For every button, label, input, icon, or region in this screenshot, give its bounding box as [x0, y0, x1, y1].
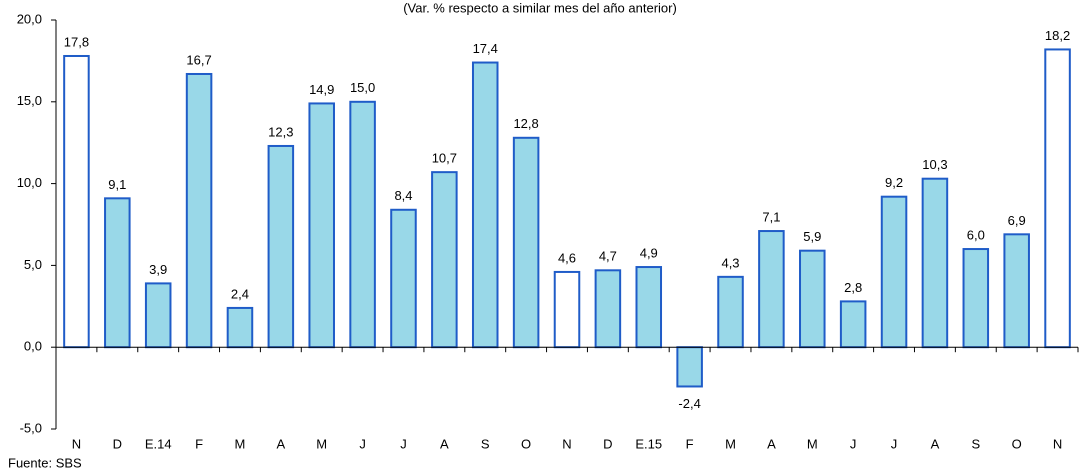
x-tick-label: M: [807, 436, 818, 451]
bar: [921, 177, 949, 349]
x-tick-label: J: [850, 436, 857, 451]
bar: [880, 195, 908, 349]
chart-subtitle: (Var. % respecto a similar mes del año a…: [403, 0, 677, 15]
bar: [799, 249, 826, 349]
value-label: 10,3: [922, 157, 947, 172]
value-label: 7,1: [762, 209, 780, 224]
x-tick-label: E.14: [145, 436, 172, 451]
x-tick-label: M: [235, 436, 246, 451]
bar: [717, 275, 744, 349]
value-label: 18,2: [1045, 28, 1070, 43]
bar: [839, 300, 867, 349]
x-tick-label: E.15: [635, 436, 662, 451]
bar: [390, 208, 417, 349]
bar: [104, 197, 131, 349]
bar: [308, 102, 335, 349]
y-tick-label: 0,0: [24, 339, 42, 354]
x-tick-label: O: [521, 436, 531, 451]
bar: [553, 270, 581, 349]
value-label: 2,4: [231, 286, 249, 301]
value-label: 6,0: [967, 227, 985, 242]
footnote: Fuente: SBS: [8, 455, 82, 470]
value-label: 12,8: [513, 116, 538, 131]
bar: [226, 306, 254, 349]
bar: [1003, 233, 1030, 349]
value-label: 17,4: [473, 41, 498, 56]
y-tick-label: 20,0: [17, 11, 42, 26]
value-label: 16,7: [186, 52, 211, 67]
x-tick-label: O: [1012, 436, 1022, 451]
bar: [962, 248, 990, 349]
bar: [431, 171, 458, 349]
bar: [676, 346, 703, 388]
x-tick-label: N: [562, 436, 571, 451]
value-label: 2,8: [844, 280, 862, 295]
value-label: -2,4: [678, 396, 700, 411]
value-label: 14,9: [309, 82, 334, 97]
x-tick-label: J: [400, 436, 407, 451]
x-tick-label: F: [686, 436, 694, 451]
bar: [594, 269, 622, 349]
bar: [185, 72, 213, 349]
bar: [635, 266, 663, 349]
value-label: 4,7: [599, 249, 617, 264]
bar: [512, 136, 540, 349]
x-tick-label: N: [1053, 436, 1062, 451]
y-tick-label: 15,0: [17, 93, 42, 108]
value-label: 10,7: [432, 151, 457, 166]
x-tick-label: S: [971, 436, 980, 451]
y-tick-label: 10,0: [17, 175, 42, 190]
bar: [758, 230, 785, 349]
value-label: 3,9: [149, 262, 167, 277]
value-label: 4,6: [558, 250, 576, 265]
value-label: 4,3: [721, 255, 739, 270]
x-tick-label: D: [113, 436, 122, 451]
x-tick-label: M: [316, 436, 327, 451]
value-label: 15,0: [350, 80, 375, 95]
y-tick-label: -5,0: [20, 420, 42, 435]
bar: [1044, 48, 1071, 349]
bar: [63, 54, 90, 349]
value-label: 5,9: [803, 229, 821, 244]
x-tick-label: M: [725, 436, 736, 451]
x-tick-label: A: [277, 436, 286, 451]
value-label: 9,1: [108, 177, 126, 192]
value-label: 8,4: [394, 188, 412, 203]
bar: [471, 61, 499, 349]
y-tick-label: 5,0: [24, 257, 42, 272]
x-tick-label: N: [72, 436, 81, 451]
x-tick-label: A: [440, 436, 449, 451]
x-tick-label: A: [931, 436, 940, 451]
x-tick-label: J: [891, 436, 898, 451]
value-label: 9,2: [885, 175, 903, 190]
value-label: 12,3: [268, 124, 293, 139]
bar: [144, 282, 172, 349]
bar: [267, 144, 295, 349]
bar: [349, 100, 376, 349]
value-label: 4,9: [640, 245, 658, 260]
x-tick-label: A: [767, 436, 776, 451]
x-tick-label: D: [603, 436, 612, 451]
x-tick-label: S: [481, 436, 490, 451]
x-tick-label: J: [359, 436, 366, 451]
x-tick-label: F: [195, 436, 203, 451]
value-label: 6,9: [1008, 213, 1026, 228]
value-label: 17,8: [64, 34, 89, 49]
